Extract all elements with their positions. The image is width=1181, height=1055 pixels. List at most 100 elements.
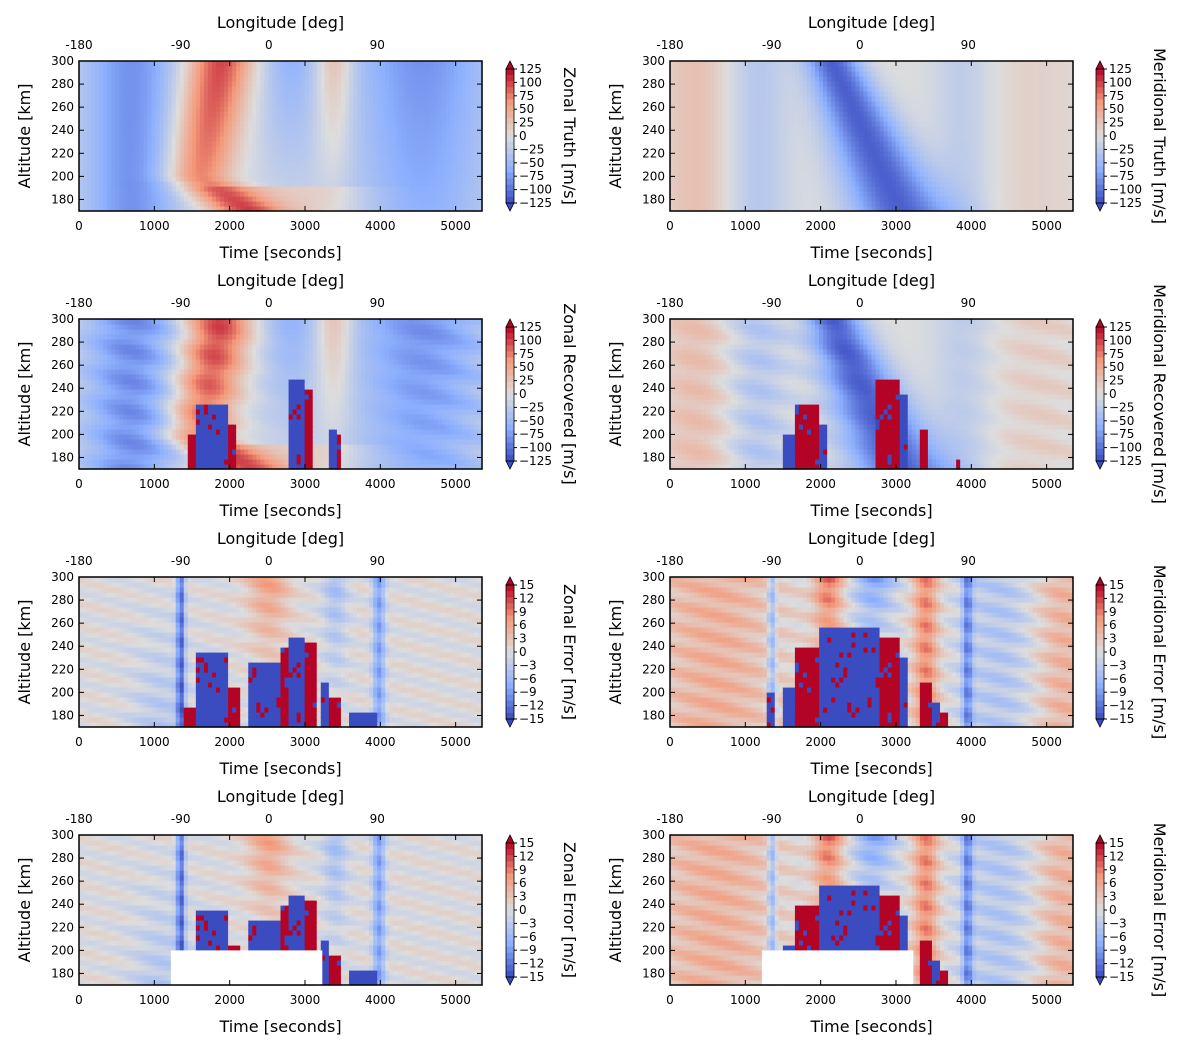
heatmap-cell (369, 136, 374, 142)
heatmap-cell (272, 151, 277, 157)
heatmap-cell (95, 61, 100, 67)
heatmap-cell (767, 91, 772, 97)
heatmap-cell (446, 156, 451, 162)
heatmap-cell (164, 121, 169, 127)
heatmap-cell (184, 136, 189, 142)
heatmap-cell (111, 181, 116, 187)
heatmap-cell (345, 66, 350, 72)
heatmap-cell (867, 146, 872, 152)
heatmap-cell (803, 146, 808, 152)
heatmap-cell (297, 91, 302, 97)
heatmap-cell (192, 166, 197, 172)
heatmap-cell (413, 186, 418, 192)
heatmap-cell (839, 201, 844, 207)
heatmap-cell (827, 151, 832, 157)
heatmap-cell (682, 106, 687, 112)
heatmap-cell (442, 181, 447, 187)
heatmap-cell (759, 61, 764, 67)
heatmap-cell (839, 146, 844, 152)
heatmap-cell (301, 121, 306, 127)
heatmap-cell (143, 181, 148, 187)
heatmap-cell (755, 126, 760, 132)
heatmap-cell (220, 66, 225, 72)
heatmap-cell (747, 161, 752, 167)
heatmap-cell (678, 106, 683, 112)
heatmap-cell (775, 101, 780, 107)
heatmap-cell (172, 186, 177, 192)
heatmap-cell (803, 166, 808, 172)
heatmap-cell (143, 71, 148, 77)
heatmap-cell (325, 111, 330, 117)
heatmap-cell (682, 121, 687, 127)
heatmap-cell (369, 166, 374, 172)
heatmap-cell (333, 121, 338, 127)
heatmap-cell (904, 156, 909, 162)
heatmap-cell (293, 121, 298, 127)
heatmap-cell (908, 131, 913, 137)
heatmap-cell (216, 71, 221, 77)
heatmap-cell (884, 126, 889, 132)
heatmap-cell (710, 106, 715, 112)
heatmap-cell (835, 146, 840, 152)
heatmap-cell (807, 186, 812, 192)
heatmap-cell (458, 121, 463, 127)
heatmap-cell (405, 61, 410, 67)
heatmap-cell (208, 76, 213, 82)
heatmap-cell (107, 126, 112, 132)
heatmap-cell (357, 141, 362, 147)
heatmap-cell (847, 141, 852, 147)
heatmap-cell (204, 181, 209, 187)
heatmap-cell (152, 171, 157, 177)
heatmap-cell (345, 96, 350, 102)
heatmap-cell (674, 126, 679, 132)
heatmap-cell (438, 116, 443, 122)
heatmap-cell (896, 141, 901, 147)
heatmap-cell (103, 166, 108, 172)
heatmap-cell (835, 176, 840, 182)
heatmap-cell (722, 141, 727, 147)
heatmap-cell (771, 86, 776, 92)
heatmap-cell (119, 176, 124, 182)
heatmap-cell (819, 91, 824, 97)
heatmap-cell (819, 186, 824, 192)
heatmap-cell (353, 171, 358, 177)
heatmap-cell (160, 166, 165, 172)
heatmap-cell (345, 121, 350, 127)
heatmap-cell (831, 71, 836, 77)
heatmap-cell (751, 71, 756, 77)
heatmap-cell (95, 171, 100, 177)
heatmap-cell (156, 66, 161, 72)
heatmap-cell (156, 196, 161, 202)
heatmap-cell (212, 76, 217, 82)
heatmap-cell (730, 96, 735, 102)
heatmap-cell (256, 156, 261, 162)
heatmap-cell (232, 136, 237, 142)
heatmap-cell (276, 91, 281, 97)
heatmap-cell (389, 186, 394, 192)
heatmap-cell (454, 71, 459, 77)
heatmap-cell (99, 176, 104, 182)
heatmap-cell (236, 191, 241, 197)
heatmap-cell (791, 201, 796, 207)
heatmap-cell (192, 136, 197, 142)
heatmap-cell (285, 141, 290, 147)
heatmap-cell (131, 141, 136, 147)
heatmap-cell (694, 126, 699, 132)
heatmap-cell (357, 166, 362, 172)
heatmap-cell (389, 121, 394, 127)
heatmap-cell (855, 66, 860, 72)
heatmap-cell (200, 81, 205, 87)
heatmap-cell (702, 111, 707, 117)
heatmap-cell (438, 91, 443, 97)
heatmap-cell (244, 191, 249, 197)
heatmap-cell (357, 96, 362, 102)
heatmap-cell (228, 191, 233, 197)
heatmap-cell (795, 171, 800, 177)
heatmap-cell (888, 121, 893, 127)
heatmap-cell (192, 171, 197, 177)
heatmap-cell (220, 156, 225, 162)
heatmap-cell (164, 91, 169, 97)
heatmap-cell (892, 91, 897, 97)
heatmap-cell (357, 161, 362, 167)
heatmap-cell (739, 161, 744, 167)
